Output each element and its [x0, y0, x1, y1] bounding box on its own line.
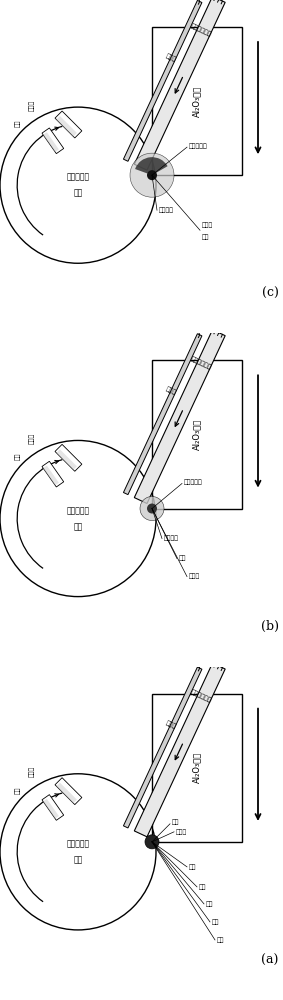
Text: 熔融产物: 熔融产物 [159, 207, 174, 213]
Text: 工作液: 工作液 [165, 53, 178, 63]
Text: 活化区: 活化区 [176, 829, 187, 835]
Polygon shape [56, 116, 77, 137]
Circle shape [147, 504, 157, 514]
Polygon shape [134, 663, 225, 837]
Text: 火花: 火花 [206, 901, 213, 907]
Polygon shape [42, 795, 64, 820]
Wedge shape [135, 157, 168, 175]
Polygon shape [123, 0, 202, 161]
Text: 放电: 放电 [212, 919, 220, 925]
Text: 形成: 形成 [172, 819, 179, 825]
Bar [152, 694, 242, 842]
Text: (a): (a) [261, 953, 279, 966]
Bar [152, 360, 242, 509]
Circle shape [145, 835, 159, 849]
Polygon shape [56, 449, 77, 470]
Text: 砂轮: 砂轮 [73, 189, 83, 198]
Text: 金属粘合剂: 金属粘合剂 [67, 506, 89, 515]
Circle shape [147, 170, 157, 180]
Text: 片状辅助电极: 片状辅助电极 [190, 23, 213, 37]
Polygon shape [43, 799, 59, 819]
Text: 金属粘合剂: 金属粘合剂 [67, 173, 89, 182]
Text: 形成: 形成 [179, 556, 186, 561]
Text: 软化区: 软化区 [202, 222, 213, 228]
Polygon shape [55, 111, 82, 138]
Text: 工作液: 工作液 [29, 766, 35, 777]
Text: (b): (b) [261, 620, 279, 633]
Text: 氢气: 氢气 [15, 453, 21, 460]
Text: 工作液: 工作液 [29, 433, 35, 444]
Polygon shape [123, 334, 202, 495]
Wedge shape [140, 496, 164, 521]
Polygon shape [55, 444, 82, 471]
Text: 软化区: 软化区 [189, 574, 200, 579]
Text: 工作液: 工作液 [29, 99, 35, 111]
Text: 通道: 通道 [199, 884, 207, 890]
Text: 活化区扩大: 活化区扩大 [189, 143, 208, 149]
Polygon shape [42, 461, 64, 487]
Polygon shape [134, 0, 225, 170]
Text: (c): (c) [261, 287, 278, 300]
Wedge shape [130, 153, 174, 197]
Text: Al₂O₃陶石: Al₂O₃陶石 [192, 85, 201, 117]
Text: Al₂O₃陶石: Al₂O₃陶石 [192, 419, 201, 450]
Text: 片状辅助电极: 片状辅助电极 [190, 356, 213, 370]
Polygon shape [43, 132, 59, 152]
Text: 熔融产物: 熔融产物 [164, 536, 179, 541]
Text: Al₂O₃陶石: Al₂O₃陶石 [192, 752, 201, 783]
Polygon shape [42, 128, 64, 154]
Text: 砂轮: 砂轮 [73, 522, 83, 531]
Polygon shape [43, 466, 59, 485]
Text: 砂轮: 砂轮 [73, 855, 83, 864]
Text: 片状辅助电极: 片状辅助电极 [190, 689, 213, 704]
Text: 氢气: 氢气 [15, 119, 21, 127]
Text: 工作液: 工作液 [165, 386, 178, 396]
Polygon shape [56, 783, 77, 803]
Polygon shape [134, 330, 225, 504]
Text: 扩大: 扩大 [202, 234, 209, 240]
Text: 放电: 放电 [189, 864, 196, 870]
Polygon shape [123, 667, 202, 828]
Polygon shape [55, 778, 82, 805]
Bar [152, 27, 242, 175]
Text: 工作液: 工作液 [165, 719, 178, 729]
Text: 活化区扩大: 活化区扩大 [184, 480, 203, 485]
Text: 周期: 周期 [217, 937, 224, 943]
Text: 金属粘合剂: 金属粘合剂 [67, 839, 89, 848]
Text: 氢气: 氢气 [15, 786, 21, 794]
